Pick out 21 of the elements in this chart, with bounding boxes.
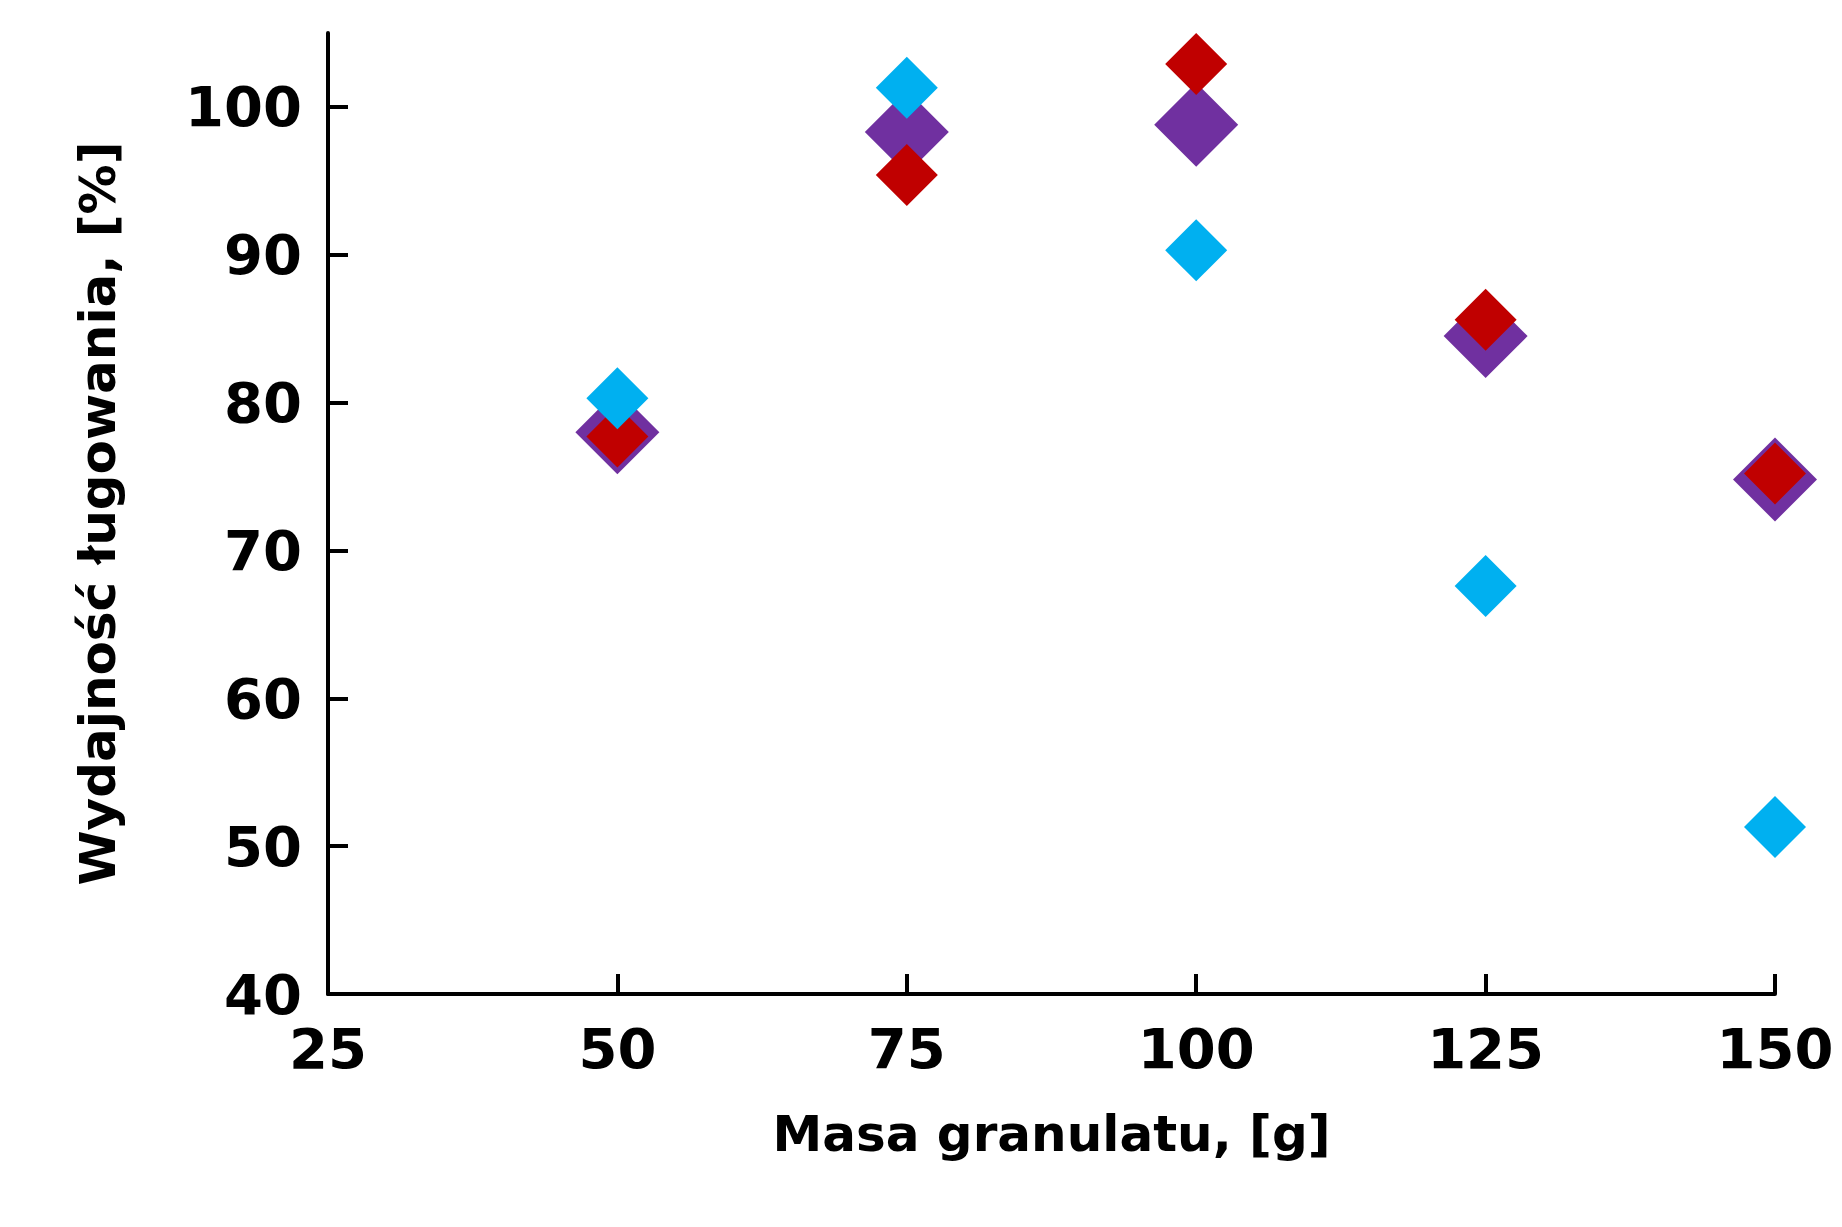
point [1744, 795, 1806, 858]
y-axis-title: Wydajność ługowania, [%] [69, 141, 127, 886]
point [1165, 219, 1228, 282]
x-tick-label: 125 [1427, 1015, 1545, 1081]
x-axis-title: Masa granulatu, [g] [772, 1105, 1331, 1163]
x-tick-label: 75 [867, 1015, 946, 1081]
point [586, 367, 649, 430]
y-tick-label: 90 [224, 222, 302, 288]
y-tick-label: 100 [185, 74, 302, 140]
point [1165, 33, 1228, 96]
y-tick-label: 50 [224, 813, 302, 879]
point [875, 143, 938, 206]
point [1454, 288, 1517, 351]
y-tick-label: 60 [224, 665, 302, 731]
point [1454, 554, 1517, 617]
x-tick-label: 150 [1716, 1015, 1834, 1081]
x-tick-label: 100 [1137, 1015, 1255, 1081]
point [875, 56, 938, 119]
y-tick-label: 70 [224, 517, 302, 583]
y-tick-label: 80 [224, 370, 302, 436]
x-tick-label: 50 [578, 1015, 657, 1081]
